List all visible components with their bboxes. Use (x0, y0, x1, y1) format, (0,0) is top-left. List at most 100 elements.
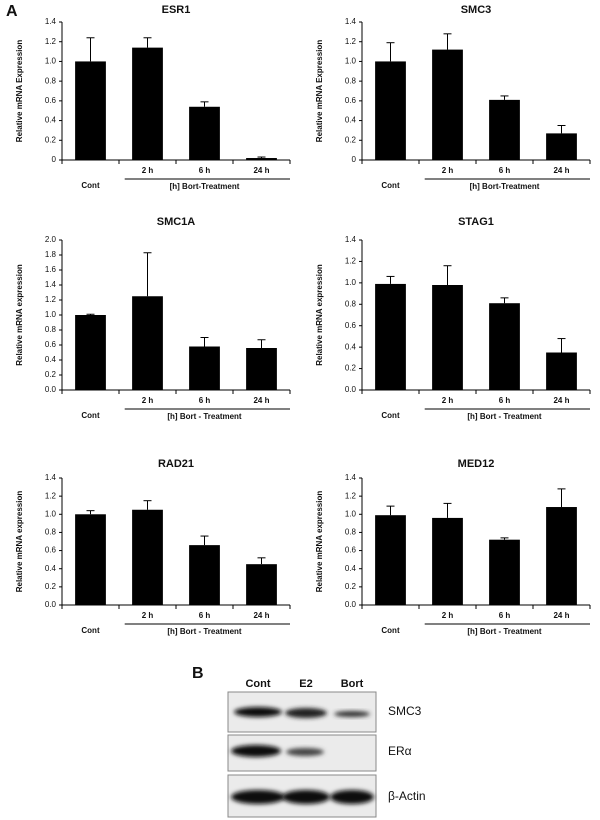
bar (489, 303, 520, 390)
y-tick-label: 0.4 (45, 564, 57, 573)
bar (546, 133, 577, 160)
western-blot: Cont E2 Bort SMC3 ERα β-Actin (227, 678, 426, 818)
bar (546, 352, 577, 390)
bar (375, 515, 406, 605)
y-tick-label: 0.6 (45, 340, 57, 349)
bar (132, 509, 163, 605)
bar (75, 514, 106, 605)
x-tick-label: 24 h (253, 396, 269, 405)
x-tick-label: Cont (381, 181, 400, 190)
protein-label: SMC3 (388, 704, 422, 718)
x-tick-label: 24 h (253, 166, 269, 175)
bar (432, 517, 463, 605)
y-axis-label: Relative mRNA expression (15, 264, 24, 366)
chart-title: RAD21 (158, 458, 194, 470)
band (330, 790, 374, 804)
y-tick-label: 0.4 (45, 116, 57, 125)
band (282, 790, 330, 804)
x-tick-label: 6 h (499, 396, 511, 405)
bar (489, 539, 520, 605)
y-tick-label: 1.0 (345, 509, 357, 518)
group-label: [h] Bort - Treatment (167, 627, 242, 636)
x-tick-label: 2 h (442, 166, 454, 175)
y-axis-label: Relative mRNA Expression (315, 40, 324, 143)
band (334, 711, 370, 717)
x-tick-label: 2 h (142, 611, 154, 620)
y-tick-label: 0 (352, 155, 357, 164)
band (286, 748, 324, 756)
y-tick-label: 1.8 (45, 250, 57, 259)
y-axis-label: Relative mRNA expression (15, 491, 24, 593)
group-label: [h] Bort - Treatment (467, 627, 542, 636)
x-tick-label: Cont (81, 411, 100, 420)
y-tick-label: 1.4 (45, 17, 57, 26)
x-tick-label: 2 h (442, 396, 454, 405)
y-axis-label: Relative mRNA expression (315, 491, 324, 593)
bar (546, 507, 577, 605)
y-tick-label: 1.2 (345, 257, 357, 266)
chart-title: ESR1 (162, 4, 191, 16)
x-tick-label: Cont (381, 411, 400, 420)
x-tick-label: 6 h (199, 611, 211, 620)
x-tick-label: 6 h (499, 611, 511, 620)
y-tick-label: 1.4 (45, 473, 57, 482)
x-tick-label: 2 h (442, 611, 454, 620)
x-tick-label: 24 h (553, 611, 569, 620)
y-tick-label: 1.2 (45, 491, 57, 500)
panel-label: B (192, 665, 204, 682)
y-tick-label: 2.0 (45, 235, 57, 244)
y-tick-label: 1.4 (345, 235, 357, 244)
lane-label: Cont (245, 678, 270, 690)
x-tick-label: 2 h (142, 396, 154, 405)
y-tick-label: 1.6 (45, 265, 57, 274)
y-tick-label: 1.2 (345, 491, 357, 500)
y-tick-label: 1.0 (45, 310, 57, 319)
chart-title: STAG1 (458, 216, 494, 228)
y-tick-label: 0.6 (345, 321, 357, 330)
y-tick-label: 0.4 (45, 355, 57, 364)
y-tick-label: 0.2 (345, 582, 357, 591)
bar (246, 158, 277, 160)
y-tick-label: 1.0 (45, 509, 57, 518)
y-tick-label: 1.4 (345, 473, 357, 482)
group-label: [h] Bort-Treatment (170, 182, 240, 191)
y-tick-label: 1.2 (45, 37, 57, 46)
band (285, 708, 327, 718)
y-tick-label: 0.2 (45, 135, 57, 144)
y-tick-label: 0.6 (45, 546, 57, 555)
x-tick-label: 24 h (553, 166, 569, 175)
y-tick-label: 0.2 (45, 370, 57, 379)
panel-label: A (6, 3, 18, 20)
y-tick-label: 0.4 (345, 564, 357, 573)
protein-label: β-Actin (388, 789, 426, 803)
x-tick-label: 24 h (253, 611, 269, 620)
bar (375, 283, 406, 390)
bar (246, 348, 277, 390)
y-axis-label: Relative mRNA expression (315, 264, 324, 366)
y-tick-label: 0.2 (45, 582, 57, 591)
bar (75, 315, 106, 390)
group-label: [h] Bort-Treatment (470, 182, 540, 191)
y-tick-label: 0.6 (45, 96, 57, 105)
y-tick-label: 0.8 (45, 528, 57, 537)
y-tick-label: 0.4 (345, 116, 357, 125)
y-axis-label: Relative mRNA Expression (15, 40, 24, 143)
y-tick-label: 0.2 (345, 364, 357, 373)
y-tick-label: 0.6 (345, 96, 357, 105)
bar (189, 106, 220, 160)
y-tick-label: 1.4 (345, 17, 357, 26)
y-tick-label: 0.0 (345, 385, 357, 394)
bar (489, 99, 520, 160)
y-tick-label: 0.8 (345, 299, 357, 308)
bar (375, 61, 406, 160)
x-tick-label: 6 h (199, 166, 211, 175)
x-tick-label: Cont (81, 626, 100, 635)
x-tick-label: Cont (381, 626, 400, 635)
y-tick-label: 0.8 (45, 76, 57, 85)
band (231, 745, 281, 757)
lane-label: Bort (341, 678, 364, 690)
bar (246, 564, 277, 605)
x-tick-label: 6 h (499, 166, 511, 175)
y-tick-label: 0.8 (45, 325, 57, 334)
